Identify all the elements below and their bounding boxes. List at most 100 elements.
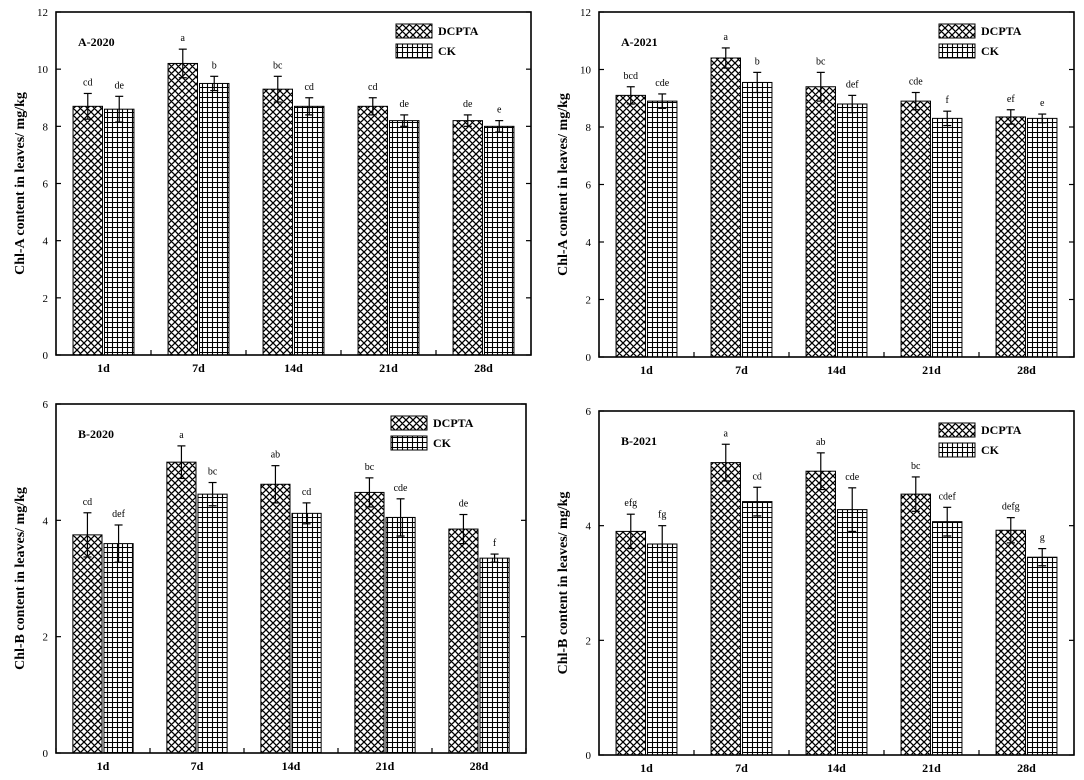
panel-title: B-2020 [78,427,114,441]
y-axis-label: Chl-A content in leaves/ mg/kg [13,92,28,275]
bar-ck-14d [837,103,868,358]
bar-dcpta-7d [710,462,741,756]
bar-dcpta-7d [167,62,199,356]
significance-label: bcd [624,71,638,82]
x-tick-label-1d: 1d [97,759,110,773]
y-axis-label: Chl-B content in leaves/ mg/kg [556,492,571,675]
significance-label: a [724,428,729,439]
legend-swatch-dcpta [938,23,976,39]
x-tick-label-28d: 28d [474,361,493,375]
significance-label: cd [752,471,761,482]
legend-swatch-dcpta [938,422,976,438]
bar-ck-28d [479,557,510,754]
bar-dcpta-1d [72,105,104,356]
significance-label: b [212,60,217,71]
error-bar-ck-14d [848,94,857,114]
legend: DCPTA CK [390,415,474,451]
significance-label: a [181,33,186,44]
bar-ck-7d [199,82,230,356]
error-bar-dcpta-7d [721,47,730,69]
error-bar-ck-1d [114,524,123,563]
significance-label: ab [271,450,280,461]
significance-label: a [724,32,729,43]
y-tick-label: 4 [43,515,49,527]
bar-ck-21d [932,521,963,756]
error-bar-ck-21d [943,110,952,127]
bar-dcpta-14d [805,86,836,358]
legend-label-dcpta: DCPTA [433,416,474,430]
significance-label: de [399,99,409,110]
bar-ck-7d [197,493,228,754]
chart-panel-b-2020: cd a ab bc de def bc cd cde f 0 2 4 6 1d 7d 14d 21d 28d Chl… [13,399,527,773]
bar-dcpta-21d [900,100,931,358]
y-axis-label: Chl-B content in leaves/ mg/kg [13,487,28,670]
y-tick-label: 2 [43,632,49,644]
x-tick-label-21d: 21d [376,759,395,773]
y-tick-label: 12 [580,7,591,19]
significance-label: de [114,80,124,91]
legend-label-dcpta: DCPTA [981,423,1022,437]
chart-panel-b-2021: efg a ab bc defg fg cd cde cdef g 0 2 4 6 1d 7d 14d 21d 28… [556,406,1075,775]
y-tick-label: 0 [586,750,592,762]
x-tick-label-14d: 14d [827,761,846,775]
significance-label: fg [658,510,666,521]
legend-swatch-ck [938,442,976,458]
y-tick-label: 8 [586,122,592,134]
significance-label: e [497,105,502,116]
significance-label: de [463,99,473,110]
bar-dcpta-28d [448,528,479,754]
x-tick-label-7d: 7d [735,761,748,775]
bar-dcpta-1d [615,94,646,358]
error-bar-dcpta-21d [911,91,920,111]
y-tick-label: 6 [586,180,592,192]
bar-dcpta-28d [452,120,483,356]
x-tick-label-14d: 14d [284,361,303,375]
significance-label: cde [909,77,923,88]
legend: DCPTA CK [395,23,479,59]
error-bar-ck-28d [1038,547,1047,567]
bar-ck-21d [932,117,963,358]
legend-swatch-ck [938,43,976,59]
y-axis-label: Chl-A content in leaves/ mg/kg [556,93,571,276]
error-bar-dcpta-1d [83,512,92,558]
significance-label: bc [816,56,826,67]
error-bar-ck-1d [658,525,667,563]
y-tick-label: 0 [43,748,49,760]
bar-dcpta-14d [260,483,291,754]
y-tick-label: 6 [586,406,592,418]
significance-label: ef [1007,94,1015,105]
legend-swatch-dcpta [395,23,433,39]
significance-label: cd [83,497,92,508]
legend-swatch-dcpta [390,415,428,431]
bar-ck-14d [837,509,868,756]
significance-label: bc [273,60,283,71]
legend-swatch-ck [390,435,428,451]
error-bar-ck-21d [396,498,405,537]
legend-label-dcpta: DCPTA [438,24,479,38]
y-tick-label: 4 [586,521,592,533]
significance-label: cd [83,77,92,88]
bar-dcpta-14d [262,88,293,356]
error-bar-ck-7d [753,71,762,94]
y-tick-label: 6 [43,179,49,191]
x-tick-label-28d: 28d [1017,761,1036,775]
error-bar-dcpta-7d [721,443,730,482]
x-tick-label-1d: 1d [640,761,653,775]
error-bar-dcpta-21d [911,476,920,512]
x-tick-label-21d: 21d [922,761,941,775]
error-bar-ck-1d [658,93,667,109]
error-bar-ck-7d [753,486,762,517]
significance-label: cdef [939,491,957,502]
error-bar-ck-21d [400,114,409,127]
bar-ck-28d [484,125,515,356]
error-bar-ck-14d [302,502,311,525]
y-tick-label: 6 [43,399,49,411]
x-tick-label-21d: 21d [922,363,941,377]
significance-label: def [112,509,125,520]
x-tick-label-7d: 7d [735,363,748,377]
error-bar-ck-28d [495,120,504,133]
legend-label-ck: CK [433,436,452,450]
error-bar-dcpta-28d [1006,517,1015,544]
bar-ck-14d [294,105,325,356]
x-tick-label-1d: 1d [640,363,653,377]
